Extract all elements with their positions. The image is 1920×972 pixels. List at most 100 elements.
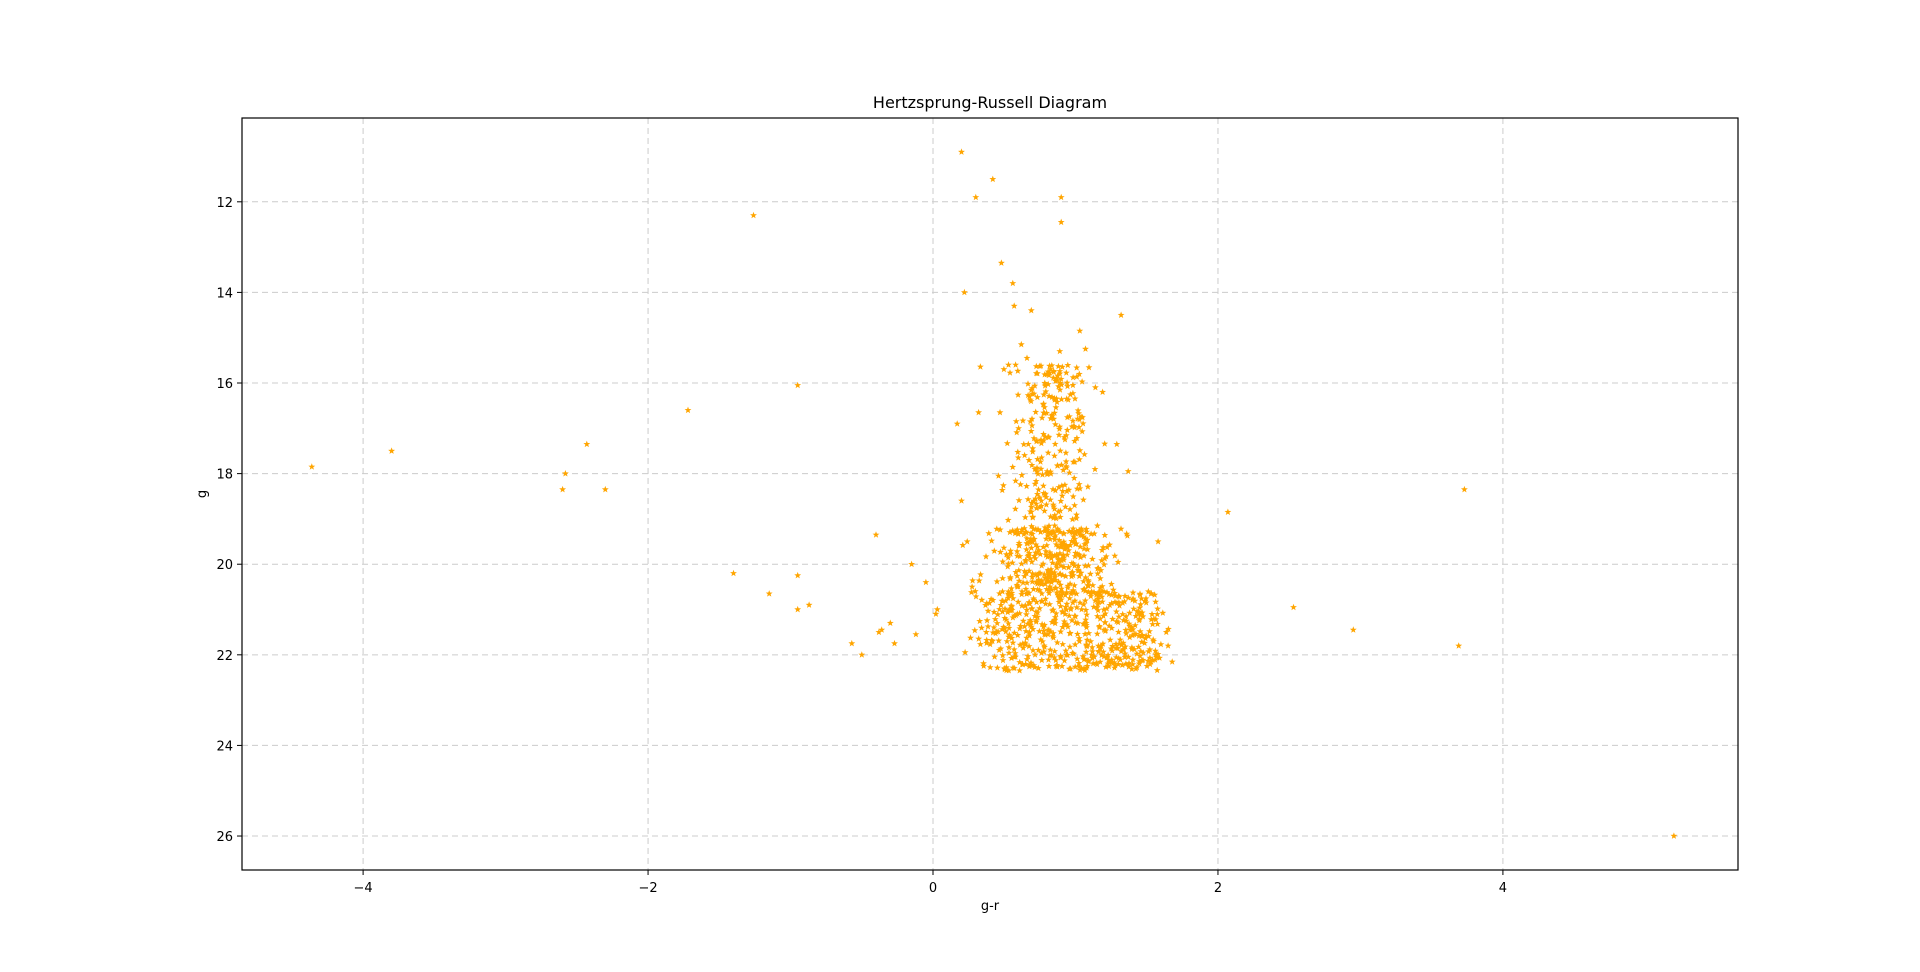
data-point <box>1129 656 1137 663</box>
data-point <box>997 601 1005 609</box>
y-tick-label: 26 <box>216 830 233 845</box>
data-point <box>1012 361 1020 368</box>
data-point <box>1090 588 1098 596</box>
data-point <box>1132 612 1140 620</box>
data-point <box>1115 613 1123 620</box>
data-point <box>583 440 591 448</box>
data-point <box>1064 396 1072 403</box>
data-point <box>959 541 967 549</box>
data-point <box>1023 546 1030 553</box>
data-point <box>1014 391 1022 398</box>
data-point <box>1073 590 1080 597</box>
data-point <box>1032 500 1040 507</box>
data-point <box>1027 535 1035 543</box>
data-point <box>1058 395 1065 403</box>
data-point <box>1064 361 1072 369</box>
data-point <box>1069 515 1076 523</box>
data-point <box>1025 456 1033 464</box>
data-point <box>1069 568 1077 576</box>
data-point <box>1090 530 1098 537</box>
data-point <box>1057 585 1065 592</box>
data-point <box>980 659 987 667</box>
data-point <box>1038 577 1046 584</box>
data-point <box>1050 415 1058 422</box>
data-point <box>1025 589 1033 597</box>
data-point <box>997 259 1005 266</box>
data-point <box>1049 606 1057 613</box>
data-point <box>1141 639 1149 647</box>
data-point <box>1056 591 1064 599</box>
data-point <box>1051 569 1058 576</box>
data-point <box>1099 388 1107 396</box>
data-point <box>999 574 1007 582</box>
data-point <box>1078 531 1086 539</box>
data-point <box>1007 547 1015 554</box>
data-point <box>1018 588 1026 595</box>
data-point <box>1041 643 1049 651</box>
data-point <box>1009 279 1017 287</box>
data-point <box>848 639 856 647</box>
data-point <box>1005 643 1013 651</box>
data-point <box>1138 638 1146 645</box>
data-point <box>1053 639 1061 646</box>
data-point <box>993 525 1001 532</box>
data-point <box>1037 502 1045 510</box>
data-point <box>1036 550 1044 558</box>
data-point <box>1037 458 1044 465</box>
data-point <box>1074 562 1082 569</box>
data-point <box>1018 602 1026 609</box>
data-point <box>1030 497 1038 504</box>
data-point <box>1014 631 1022 639</box>
data-point <box>1024 652 1032 660</box>
data-point <box>999 481 1007 489</box>
data-point <box>1034 526 1042 533</box>
data-point <box>1063 621 1071 628</box>
data-point <box>1085 562 1092 569</box>
data-point <box>1136 591 1144 598</box>
data-point <box>1038 656 1046 664</box>
data-point <box>1045 371 1053 379</box>
data-point <box>996 605 1003 613</box>
data-point <box>1116 602 1123 609</box>
data-point <box>1108 599 1116 607</box>
data-point <box>1053 462 1061 469</box>
data-point <box>1670 832 1678 839</box>
data-point <box>1049 527 1057 535</box>
data-point <box>1013 572 1021 579</box>
data-point <box>1021 513 1029 521</box>
data-point <box>1005 620 1012 627</box>
data-point <box>1152 598 1160 605</box>
data-point <box>1099 640 1107 647</box>
data-point <box>1066 629 1074 637</box>
data-point <box>1154 620 1161 628</box>
data-point <box>1115 598 1123 606</box>
data-point <box>308 463 316 470</box>
data-point <box>1033 468 1041 475</box>
data-point <box>1035 486 1042 493</box>
data-point <box>1040 391 1048 398</box>
data-point <box>1010 664 1018 672</box>
data-point <box>1051 420 1059 428</box>
data-point <box>1100 561 1108 568</box>
data-point <box>1008 654 1015 662</box>
data-point <box>953 420 961 427</box>
data-point <box>1064 382 1071 390</box>
data-point <box>1137 600 1145 608</box>
data-point <box>1077 525 1085 532</box>
data-point <box>1019 579 1027 586</box>
data-point <box>1004 563 1012 570</box>
data-point <box>1022 585 1030 593</box>
data-point <box>1126 622 1134 629</box>
data-point <box>1111 662 1119 669</box>
data-point <box>1108 659 1116 666</box>
data-point <box>1037 465 1045 472</box>
data-point <box>765 590 773 597</box>
data-point <box>1016 667 1024 674</box>
data-point <box>1105 656 1113 664</box>
data-point <box>1123 530 1131 537</box>
data-point <box>1028 384 1036 392</box>
data-point <box>1110 659 1118 666</box>
data-point <box>1152 615 1160 623</box>
data-point <box>908 560 916 568</box>
data-point <box>1028 499 1036 507</box>
